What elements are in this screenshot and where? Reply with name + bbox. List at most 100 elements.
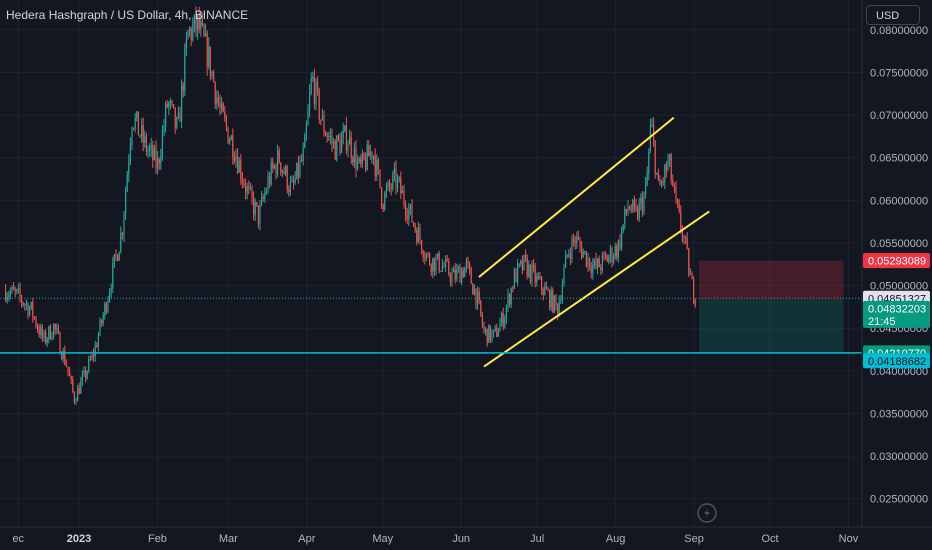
candle-body [540, 276, 543, 290]
candle-body [180, 84, 183, 122]
candle-body [382, 205, 384, 210]
candle-body [574, 240, 576, 244]
candle-body [217, 97, 219, 104]
candle-body [182, 84, 184, 91]
candle-body [286, 166, 288, 190]
candle-body [462, 270, 464, 277]
candle-body [404, 204, 407, 215]
candle-body [564, 255, 567, 269]
candle-body [236, 156, 239, 173]
candle-body [350, 136, 352, 158]
candle-body [252, 197, 255, 216]
candle-body [625, 209, 627, 213]
price-tick-label: 0.06500000 [870, 153, 928, 165]
candle-body [384, 192, 386, 210]
channel-lower-line [483, 210, 710, 368]
candle-body [435, 258, 437, 272]
candle-body [419, 227, 421, 241]
candle-body [478, 292, 480, 301]
price-tick-label: 0.07000000 [870, 110, 928, 122]
price-label-text: 0.04188682 [868, 356, 926, 368]
candle-body [497, 331, 499, 337]
candle-body [392, 174, 394, 189]
currency-button[interactable]: USD [866, 5, 920, 25]
candle-body [115, 254, 117, 255]
candle-body [486, 328, 488, 344]
candle-body [411, 204, 413, 223]
candle-body [670, 154, 672, 181]
candle-body [400, 177, 402, 194]
price-label-box [863, 300, 930, 328]
candle-body [480, 300, 482, 315]
candle-body [300, 160, 303, 162]
candle-body [320, 119, 322, 121]
lightning-icon-ring [697, 503, 717, 523]
candle-body [363, 153, 365, 160]
candle-body [310, 77, 312, 94]
candle-body [432, 258, 434, 273]
candle-body [145, 136, 147, 152]
time-tick-label: Feb [148, 533, 167, 545]
time-tick-label: May [372, 533, 393, 545]
candle-body [481, 314, 483, 326]
candle-body [176, 117, 178, 128]
candle-body [212, 71, 215, 82]
candle-body [614, 246, 616, 258]
candle-body [142, 125, 144, 143]
grid [0, 0, 862, 527]
candle-body [358, 157, 360, 161]
candle-body [464, 267, 466, 277]
candle-body [270, 162, 272, 184]
candle-body [192, 25, 194, 40]
candle-body [201, 21, 203, 25]
candle-body [273, 165, 275, 168]
candle-body [505, 306, 507, 319]
candle-body [86, 371, 88, 379]
price-labels: 0.052930890.048513270.0483220321:450.042… [863, 253, 930, 369]
candle-body [88, 359, 90, 372]
price-tick-label: 0.03000000 [870, 451, 928, 463]
candle-body [76, 387, 79, 402]
candle-body [339, 139, 341, 154]
price-tick-label: 0.03500000 [870, 408, 928, 420]
candle-body [593, 259, 595, 265]
candle-body [630, 209, 632, 212]
candle-body [616, 246, 618, 258]
candle-body [297, 162, 299, 177]
candle-body [326, 135, 328, 138]
candle-body [161, 131, 163, 157]
candle-body [496, 327, 498, 337]
candle-body [147, 150, 149, 152]
candle-body [44, 332, 47, 343]
candle-body [110, 288, 112, 293]
candle-body [321, 116, 323, 121]
candle-body [372, 155, 375, 159]
candle-body [648, 151, 650, 173]
candle-body [620, 230, 623, 248]
candle-body [675, 186, 677, 200]
candle-body [516, 263, 519, 283]
candle-body [97, 335, 99, 348]
candle-body [136, 111, 138, 118]
candle-body [656, 172, 658, 175]
candle-body [624, 209, 626, 225]
candle-body [281, 170, 283, 173]
candle-body [267, 176, 269, 192]
candle-body [454, 269, 456, 280]
candle-body [609, 248, 611, 257]
candle-body [41, 327, 43, 338]
candle-body [78, 387, 80, 394]
candle-body [424, 257, 426, 259]
candle-body [494, 327, 496, 330]
channel-upper-line [478, 116, 675, 278]
candle-body [484, 328, 487, 331]
time-tick-label: Sep [684, 533, 704, 545]
candle-body [70, 376, 72, 380]
candle-body [532, 264, 535, 268]
candle-body [515, 269, 517, 283]
candle-body [467, 261, 469, 264]
candle-body [395, 168, 397, 188]
candle-body [465, 261, 467, 268]
